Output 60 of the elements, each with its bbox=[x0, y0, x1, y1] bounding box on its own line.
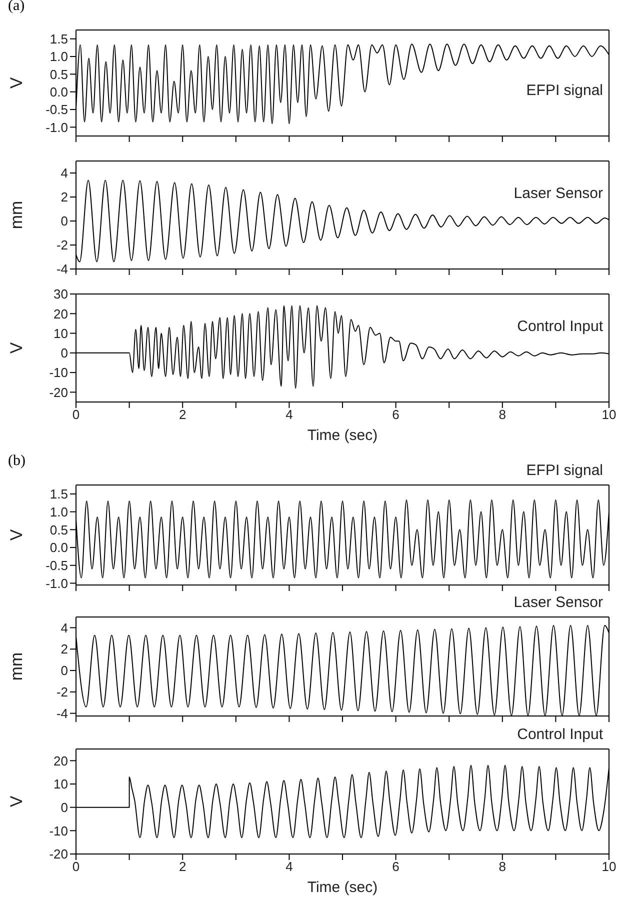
text: EFPI signal bbox=[526, 82, 603, 100]
y-tick-label: 0.0 bbox=[50, 84, 68, 100]
y-axis-title: mm bbox=[7, 652, 26, 681]
x-tick-label: 0 bbox=[72, 407, 80, 422]
y-tick-label: 30 bbox=[54, 286, 68, 302]
y-tick-label: 2 bbox=[60, 642, 68, 657]
y-tick-label: 4 bbox=[60, 620, 68, 636]
y-tick-label: 0.5 bbox=[50, 522, 68, 538]
y-tick-label: -1.0 bbox=[46, 576, 68, 591]
y-tick-label: -0.5 bbox=[46, 102, 68, 118]
x-axis-title: Time (sec) bbox=[306, 878, 379, 898]
y-tick-label: 0 bbox=[60, 663, 68, 678]
y-tick-label: 0 bbox=[60, 800, 68, 815]
y-tick-label: -4 bbox=[56, 706, 68, 721]
x-tick-label: 10 bbox=[602, 859, 616, 874]
y-tick-label: 20 bbox=[54, 306, 68, 322]
chart-title: Laser Sensor bbox=[514, 594, 603, 612]
chart-title: Control Input bbox=[517, 726, 603, 744]
y-tick-label: 0 bbox=[60, 214, 68, 229]
x-tick-label: 2 bbox=[178, 859, 186, 874]
y-tick-label: 1.5 bbox=[50, 31, 68, 46]
y-tick-label: -2 bbox=[56, 238, 68, 253]
y-tick-label: -2 bbox=[56, 684, 68, 700]
x-tick-label: 8 bbox=[498, 407, 506, 422]
y-tick-label: 0.0 bbox=[50, 540, 68, 556]
x-tick-label: 8 bbox=[498, 859, 506, 874]
y-axis-title: V bbox=[7, 795, 26, 808]
y-tick-label: 20 bbox=[54, 753, 68, 768]
x-axis-title: Time (sec) bbox=[306, 426, 379, 446]
y-tick-label: 0.5 bbox=[50, 66, 68, 82]
y-tick-label: -4 bbox=[56, 262, 68, 277]
x-tick-label: 10 bbox=[602, 407, 616, 422]
y-tick-label: -20 bbox=[49, 384, 68, 400]
text: Laser Sensor bbox=[514, 185, 603, 203]
y-axis-title: mm bbox=[7, 200, 26, 230]
x-tick-label: 0 bbox=[72, 859, 80, 874]
y-tick-label: 2 bbox=[60, 190, 68, 205]
y-tick-label: -1.0 bbox=[46, 120, 68, 135]
x-tick-label: 4 bbox=[286, 859, 293, 874]
y-tick-label: -0.5 bbox=[46, 558, 68, 573]
y-tick-label: -10 bbox=[49, 365, 68, 380]
y-tick-label: 10 bbox=[54, 326, 68, 341]
y-tick-label: 4 bbox=[60, 166, 68, 181]
y-axis-title: V bbox=[7, 528, 26, 541]
text: (b) bbox=[8, 453, 26, 470]
y-tick-label: -20 bbox=[49, 846, 68, 862]
y-tick-label: 1.0 bbox=[50, 49, 68, 64]
y-axis-title: V bbox=[7, 76, 26, 89]
x-tick-label: 2 bbox=[178, 407, 186, 422]
y-tick-label: 10 bbox=[54, 776, 68, 792]
chart-title: EFPI signal bbox=[526, 462, 603, 480]
x-tick-label: 6 bbox=[392, 407, 400, 422]
y-tick-label: 1.0 bbox=[50, 504, 68, 520]
text: Control Input bbox=[517, 318, 603, 336]
y-tick-label: -10 bbox=[49, 823, 68, 838]
y-axis-title: V bbox=[7, 342, 26, 354]
y-tick-label: 0 bbox=[60, 346, 68, 361]
y-tick-label: 1.5 bbox=[50, 486, 68, 502]
x-tick-label: 6 bbox=[392, 859, 400, 874]
x-tick-label: 4 bbox=[286, 407, 293, 422]
